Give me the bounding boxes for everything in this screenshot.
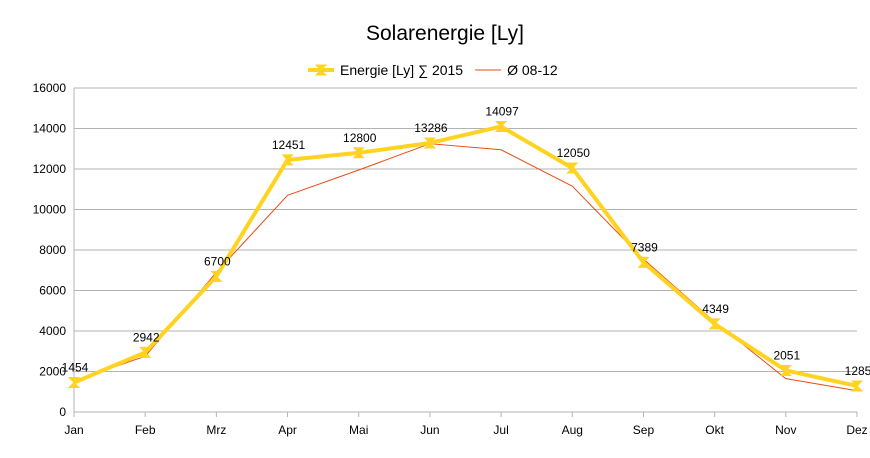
series-line-energie-2015 <box>73 124 858 388</box>
data-label: 2942 <box>133 330 160 344</box>
y-tick-label: 4000 <box>39 324 66 338</box>
y-axis: 0 2000 4000 6000 8000 10000 12000 14000 16000 <box>33 81 75 419</box>
legend-label: Ø 08-12 <box>507 62 558 78</box>
y-tick-label: 12000 <box>33 162 67 176</box>
data-point-marker <box>352 147 365 159</box>
data-label: 14097 <box>485 105 519 119</box>
legend-marker <box>314 64 328 76</box>
x-tick-label: Aug <box>562 423 583 437</box>
y-tick-label: 0 <box>59 405 66 419</box>
data-label: 12800 <box>343 131 377 145</box>
data-point-marker <box>779 364 793 376</box>
data-label: 7389 <box>631 240 658 254</box>
data-point-marker <box>138 346 152 358</box>
chart-title: Solarenergie [Ly] <box>366 22 524 45</box>
data-label: 12050 <box>557 146 591 160</box>
y-tick-label: 2000 <box>39 365 66 379</box>
data-point-marker <box>67 377 81 389</box>
x-tick-label: Sep <box>633 423 655 437</box>
x-axis: Jan Feb Mrz Apr Mai Jun Jul Aug Sep Okt Nov Dez <box>64 411 868 437</box>
x-tick-label: Jun <box>420 423 439 437</box>
data-label: 4349 <box>702 302 729 316</box>
data-point-marker <box>850 380 864 392</box>
y-tick-label: 10000 <box>33 203 67 217</box>
y-tick-label: 6000 <box>39 284 66 298</box>
data-point-marker <box>423 137 437 149</box>
y-tick-label: 14000 <box>33 122 67 136</box>
legend: Energie [Ly] ∑ 2015 Ø 08-12 <box>308 62 558 78</box>
data-point-marker <box>210 270 223 282</box>
data-label: 1285 <box>845 364 870 378</box>
x-tick-label: Jan <box>64 423 83 437</box>
x-tick-label: Apr <box>278 423 297 437</box>
x-tick-label: Dez <box>846 423 867 437</box>
data-labels: 1454 2942 6700 12451 12800 13286 14097 12050 738… <box>62 105 870 378</box>
data-point-marker <box>494 121 508 133</box>
x-tick-label: Mai <box>349 423 368 437</box>
x-tick-label: Feb <box>135 423 156 437</box>
data-point-marker <box>281 154 294 166</box>
series-layer <box>67 121 864 392</box>
x-tick-label: Jul <box>493 423 508 437</box>
data-point-marker <box>566 162 579 174</box>
x-tick-label: Okt <box>705 423 724 437</box>
y-tick-label: 16000 <box>33 81 67 95</box>
data-label: 6700 <box>204 254 231 268</box>
data-point-marker <box>637 256 650 268</box>
data-label: 13286 <box>414 121 448 135</box>
data-label: 12451 <box>272 138 306 152</box>
x-tick-label: Nov <box>775 423 796 437</box>
data-label: 1454 <box>62 361 89 375</box>
series-line-average-08-12 <box>73 143 858 392</box>
data-label: 2051 <box>773 348 800 362</box>
legend-label: Energie [Ly] ∑ 2015 <box>340 62 463 78</box>
y-tick-label: 8000 <box>39 243 66 257</box>
x-tick-label: Mrz <box>206 423 226 437</box>
data-point-marker <box>708 318 721 330</box>
